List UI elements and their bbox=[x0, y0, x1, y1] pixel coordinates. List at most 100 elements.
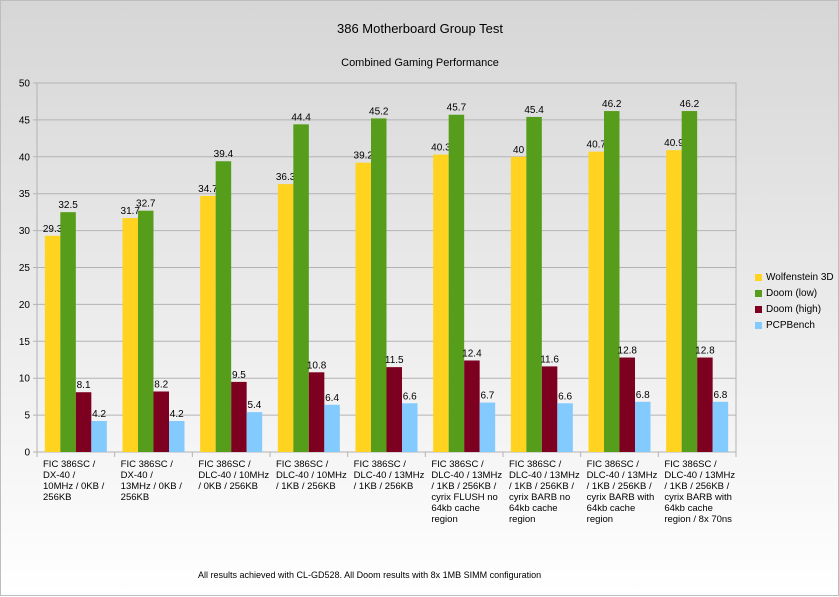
bar bbox=[479, 402, 496, 452]
x-category-label: FIC 386SC / DLC-40 / 10MHz/ 1KB / 256KB bbox=[276, 459, 347, 492]
data-label: 6.4 bbox=[325, 393, 339, 404]
data-label: 39.4 bbox=[214, 149, 234, 160]
x-category-label-line: cyrix BARB with bbox=[587, 492, 655, 503]
x-category-label: FIC 386SC / DX-40 /10MHz / 0KB /256KB bbox=[43, 459, 105, 503]
x-category-label-line: region bbox=[431, 514, 457, 525]
bar bbox=[75, 392, 92, 452]
x-category-label-line: FIC 386SC / bbox=[664, 459, 717, 470]
data-label: 29.3 bbox=[43, 224, 63, 235]
legend-swatch bbox=[755, 321, 762, 329]
data-label: 32.7 bbox=[136, 199, 156, 210]
bar bbox=[448, 114, 465, 452]
y-tick-label: 10 bbox=[19, 374, 31, 385]
x-category-label-line: / 1KB / 256KB / bbox=[587, 481, 652, 492]
bar bbox=[697, 357, 713, 452]
x-category-label-line: / 1KB / 256KB / bbox=[509, 481, 574, 492]
x-category-label-line: DLC-40 / 13MHz bbox=[431, 470, 502, 481]
x-category-label-line: 256KB bbox=[121, 492, 150, 503]
bar bbox=[293, 124, 309, 452]
legend-label: PCPBench bbox=[766, 319, 815, 331]
x-category-label-line: FIC 386SC / bbox=[121, 459, 174, 470]
bar bbox=[153, 391, 169, 452]
bar bbox=[91, 421, 107, 452]
data-label: 11.6 bbox=[540, 354, 559, 365]
legend-item: Doom (high) bbox=[755, 301, 834, 317]
x-category-label-line: FIC 386SC / bbox=[43, 459, 96, 470]
x-category-label-line: 13MHz / 0KB / bbox=[121, 481, 183, 492]
bar bbox=[402, 403, 418, 452]
bar bbox=[44, 235, 61, 452]
x-category-label-line: FIC 386SC / bbox=[198, 459, 251, 470]
bar bbox=[433, 154, 449, 452]
data-label: 8.2 bbox=[154, 379, 168, 390]
legend-swatch bbox=[755, 289, 762, 297]
data-label: 45.4 bbox=[524, 105, 544, 116]
data-label: 8.1 bbox=[77, 380, 91, 391]
x-category-label-line: region bbox=[587, 514, 613, 525]
bar bbox=[277, 184, 294, 452]
data-label: 9.5 bbox=[232, 370, 246, 381]
bar bbox=[308, 372, 325, 452]
data-label: 12.8 bbox=[618, 346, 638, 357]
y-tick-label: 45 bbox=[19, 115, 31, 126]
bar bbox=[464, 360, 480, 452]
data-label: 6.8 bbox=[636, 390, 650, 401]
data-label: 31.7 bbox=[121, 206, 141, 217]
y-tick-label: 25 bbox=[19, 263, 31, 274]
x-category-label-line: 10MHz / 0KB / bbox=[43, 481, 105, 492]
bar bbox=[510, 156, 527, 453]
bar bbox=[355, 162, 371, 453]
y-tick-label: 5 bbox=[24, 411, 30, 422]
bar bbox=[60, 212, 76, 452]
x-category-label: FIC 386SC / DLC-40 / 13MHz/ 1KB / 256KB /… bbox=[587, 459, 658, 525]
bar bbox=[169, 421, 185, 452]
y-tick-label: 40 bbox=[19, 152, 31, 163]
legend-item: Wolfenstein 3D bbox=[755, 269, 834, 285]
bar bbox=[635, 401, 651, 452]
y-tick-label: 50 bbox=[19, 79, 31, 90]
bar bbox=[324, 404, 340, 452]
data-label: 10.8 bbox=[307, 360, 327, 371]
x-category-label-line: DLC-40 / 13MHz bbox=[354, 470, 425, 481]
y-tick-label: 35 bbox=[19, 189, 31, 200]
legend-swatch bbox=[755, 305, 762, 313]
chart-legend: Wolfenstein 3D Doom (low) Doom (high) PCPBe… bbox=[755, 269, 834, 333]
x-category-label: FIC 386SC / DX-40 /13MHz / 0KB /256KB bbox=[121, 459, 183, 503]
bar bbox=[619, 357, 635, 452]
data-label: 40.3 bbox=[431, 143, 451, 154]
bar bbox=[246, 412, 263, 452]
data-label: 44.4 bbox=[291, 112, 311, 123]
bar bbox=[386, 367, 402, 452]
x-category-label: FIC 386SC / DLC-40 / 13MHz/ 1KB / 256KB /… bbox=[509, 459, 580, 525]
bar bbox=[541, 366, 558, 452]
x-category-label-line: cyrix BARB with bbox=[664, 492, 732, 503]
data-label: 40.7 bbox=[587, 140, 607, 151]
x-category-label-line: DLC-40 / 13MHz bbox=[664, 470, 735, 481]
x-category-label-line: 64kb cache bbox=[664, 503, 713, 514]
x-category-label-line: cyrix FLUSH no bbox=[431, 492, 498, 503]
x-category-label-line: region bbox=[509, 514, 535, 525]
x-category-label-line: FIC 386SC / bbox=[431, 459, 484, 470]
data-label: 6.6 bbox=[558, 391, 572, 402]
bar bbox=[138, 210, 154, 452]
chart-subtitle: Combined Gaming Performance bbox=[341, 57, 499, 69]
x-category-label-line: FIC 386SC / bbox=[509, 459, 562, 470]
chart-footnote: All results achieved with CL-GD528. All … bbox=[198, 570, 542, 580]
legend-swatch bbox=[755, 273, 762, 281]
bar bbox=[122, 218, 138, 452]
data-label: 45.7 bbox=[447, 103, 467, 114]
data-label: 12.4 bbox=[462, 348, 482, 359]
x-category-label: FIC 386SC / DLC-40 / 13MHz/ 1KB / 256KB /… bbox=[664, 459, 735, 525]
x-category-label: FIC 386SC / DLC-40 / 13MHz/ 1KB / 256KB /… bbox=[431, 459, 502, 525]
x-category-label-line: 64kb cache bbox=[509, 503, 558, 514]
x-category-label-line: FIC 386SC / bbox=[276, 459, 329, 470]
data-label: 6.7 bbox=[480, 391, 494, 402]
y-tick-label: 15 bbox=[19, 337, 31, 348]
data-label: 36.3 bbox=[276, 172, 296, 183]
data-label: 12.8 bbox=[695, 346, 715, 357]
data-label: 40.9 bbox=[664, 138, 684, 149]
bar bbox=[604, 111, 620, 452]
data-label: 5.4 bbox=[247, 400, 261, 411]
